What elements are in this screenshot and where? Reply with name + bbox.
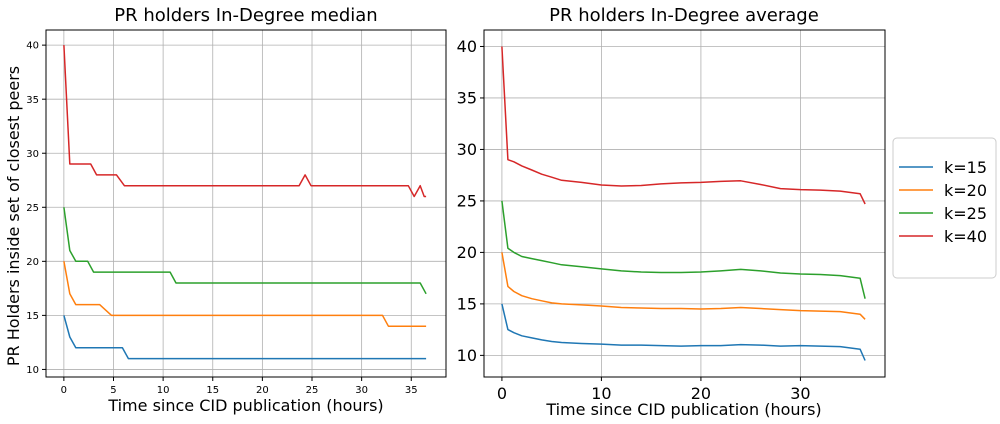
median-x-tick-label: 5 (110, 385, 116, 396)
median-x-tick-label: 10 (157, 385, 170, 396)
legend-label-k20: k=20 (944, 181, 987, 200)
average-x-tick-label: 10 (591, 384, 611, 403)
median-ticks: 0 5 10 15 20 25 30 35 10 15 20 25 30 35 40 (26, 41, 417, 396)
legend-box (892, 137, 997, 279)
median-y-tick-label: 35 (26, 95, 39, 106)
median-series-group (63, 45, 427, 360)
median-series-line-k40 (63, 45, 427, 198)
median-x-tick-label: 25 (306, 385, 319, 396)
legend-entry-k15: k=15 (899, 158, 987, 177)
legend-label-k15: k=15 (944, 158, 987, 177)
median-y-tick-label: 20 (26, 257, 39, 268)
median-x-tick-label: 30 (355, 385, 368, 396)
average-y-tick-label: 10 (457, 346, 477, 365)
median-series-line-k20 (63, 261, 427, 327)
median-y-tick-label: 40 (26, 41, 39, 52)
average-x-axis-label: Time since CID publication (hours) (545, 400, 821, 419)
median-x-tick-label: 35 (405, 385, 418, 396)
average-y-tick-label: 35 (457, 89, 477, 108)
median-grid (46, 30, 446, 377)
legend-entry-k25: k=25 (899, 204, 987, 223)
average-y-tick-label: 20 (457, 243, 477, 262)
average-y-tick-label: 40 (457, 37, 477, 56)
average-x-tick-label: 0 (497, 384, 507, 403)
shared-y-axis-label: PR Holders inside set of closest peers (4, 66, 23, 366)
median-chart-panel: PR holders In-Degree median 0 5 10 15 20 25 30… (26, 5, 447, 415)
average-series-line-k20 (501, 252, 866, 320)
average-chart-panel: PR holders In-Degree average 0 10 20 30 10 15… (457, 5, 886, 419)
average-chart-title: PR holders In-Degree average (549, 5, 819, 26)
legend-entry-k40: k=40 (899, 227, 987, 246)
average-y-tick-label: 15 (457, 295, 477, 314)
median-x-tick-label: 15 (206, 385, 219, 396)
median-y-tick-label: 25 (26, 203, 39, 214)
average-series-group (501, 46, 866, 361)
median-y-tick-label: 10 (26, 365, 39, 376)
legend-entry-k20: k=20 (899, 181, 987, 200)
median-x-tick-label: 0 (61, 385, 67, 396)
average-y-tick-label: 30 (457, 140, 477, 159)
median-x-axis-label: Time since CID publication (hours) (107, 396, 383, 415)
average-series-line-k25 (501, 200, 866, 299)
legend: k=15 k=20 k=25 k=40 (892, 137, 997, 279)
median-plot-frame (45, 29, 447, 378)
median-series-line-k15 (63, 315, 427, 360)
average-plot-frame (483, 29, 886, 378)
average-series-line-k15 (501, 303, 866, 361)
median-y-tick-label: 15 (26, 311, 39, 322)
legend-label-k40: k=40 (944, 227, 987, 246)
average-series-line-k40 (501, 46, 866, 205)
median-y-tick-label: 30 (26, 149, 39, 160)
median-chart-title: PR holders In-Degree median (114, 5, 377, 26)
average-y-tick-label: 25 (457, 192, 477, 211)
average-x-tick-label: 30 (790, 384, 810, 403)
average-ticks: 0 10 20 30 10 15 20 25 30 35 40 (457, 37, 811, 403)
average-x-tick-label: 20 (691, 384, 711, 403)
median-x-tick-label: 20 (256, 385, 269, 396)
legend-label-k25: k=25 (944, 204, 987, 223)
median-series-line-k25 (63, 207, 427, 295)
average-grid (484, 30, 885, 377)
